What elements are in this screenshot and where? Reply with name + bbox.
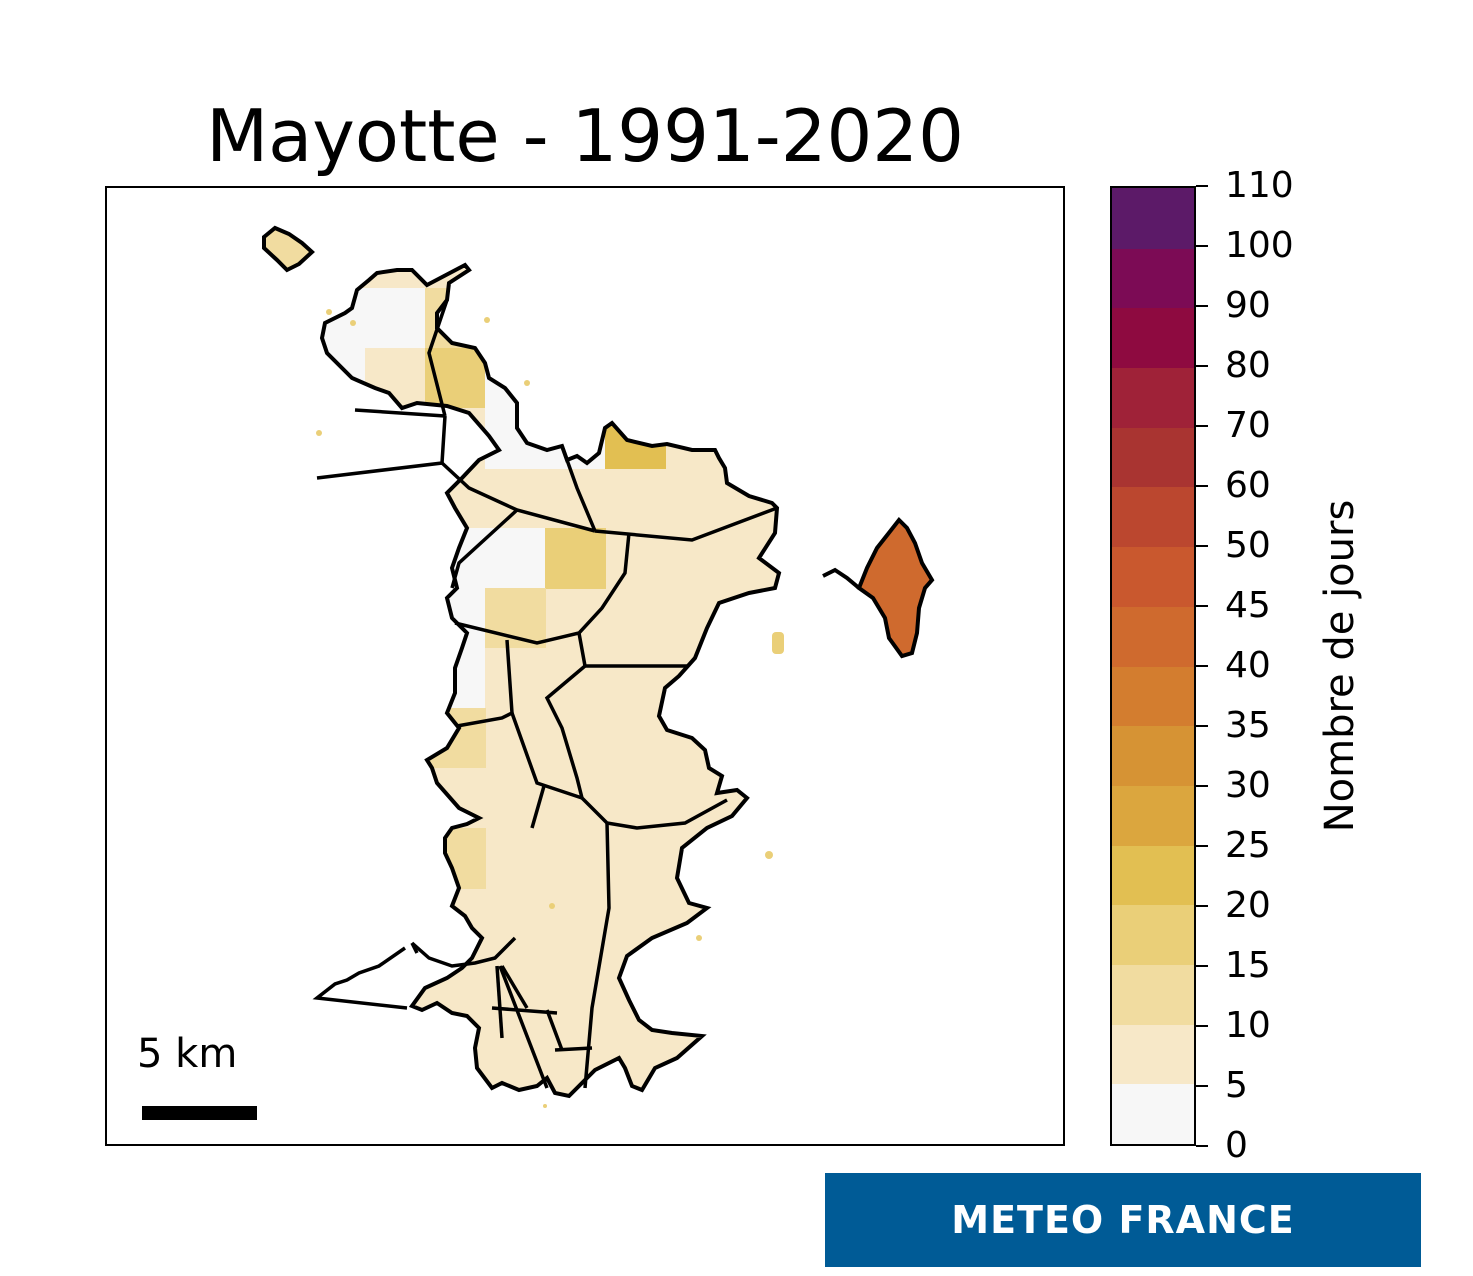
colorbar-segment <box>1112 248 1194 309</box>
colorbar-segment <box>1112 1024 1194 1085</box>
colorbar-segment <box>1112 486 1194 548</box>
colorbar-tick <box>1196 785 1208 787</box>
colorbar-segment <box>1112 307 1194 369</box>
colorbar-tick <box>1196 845 1208 847</box>
map-cell <box>365 528 426 589</box>
colorbar-label: Nombre de jours <box>1317 499 1363 833</box>
colorbar-tick <box>1196 245 1208 247</box>
colorbar-tick <box>1196 605 1208 607</box>
colorbar-tick-label: 60 <box>1225 465 1271 506</box>
colorbar-segment <box>1112 844 1194 906</box>
colorbar-tick-label: 25 <box>1225 825 1271 866</box>
map-cell <box>322 408 366 469</box>
map-cell <box>365 588 426 649</box>
colorbar-segment <box>1112 1083 1194 1144</box>
map-cell <box>322 588 366 649</box>
map-cell <box>605 348 666 409</box>
colorbar-segment <box>1112 188 1194 249</box>
colorbar-segment <box>1112 725 1194 786</box>
colorbar-tick-label: 15 <box>1225 945 1271 986</box>
colorbar-tick <box>1196 1145 1208 1147</box>
map-panel: 5 km <box>105 186 1065 1146</box>
colorbar-tick <box>1196 725 1208 727</box>
colorbar-tick <box>1196 305 1208 307</box>
map-cell <box>545 408 606 469</box>
colorbar-tick-label: 35 <box>1225 705 1271 746</box>
colorbar-tick <box>1196 665 1208 667</box>
map-cell <box>545 528 606 589</box>
colorbar-tick-label: 45 <box>1225 585 1271 626</box>
colorbar-tick <box>1196 185 1208 187</box>
colorbar-tick-label: 5 <box>1225 1065 1248 1106</box>
mayotte-map <box>262 225 934 1108</box>
colorbar-tick-label: 90 <box>1225 285 1271 326</box>
colorbar-tick-label: 40 <box>1225 645 1271 686</box>
colorbar-segment <box>1112 904 1194 965</box>
islet-north-west <box>262 225 315 273</box>
colorbar-tick-label: 50 <box>1225 525 1271 566</box>
colorbar-tick-label: 110 <box>1225 165 1294 206</box>
meteo-france-logo: METEO FRANCE <box>825 1173 1421 1267</box>
colorbar-tick-label: 70 <box>1225 405 1271 446</box>
colorbar-segment <box>1112 665 1194 727</box>
colorbar-tick <box>1196 965 1208 967</box>
map-cell <box>365 768 426 829</box>
main-island-fill <box>322 265 779 1096</box>
map-cell <box>322 708 366 769</box>
small-islets <box>316 309 784 1108</box>
map-cell <box>365 408 426 469</box>
commune-boundaries <box>312 299 778 1089</box>
colorbar-tick <box>1196 1025 1208 1027</box>
map-cell <box>485 648 546 709</box>
colorbar-tick <box>1196 1085 1208 1087</box>
map-cell <box>365 288 426 349</box>
map-cell <box>485 588 546 649</box>
map-cell <box>322 768 366 829</box>
map-cell <box>322 528 366 589</box>
colorbar-tick-label: 80 <box>1225 345 1271 386</box>
map-cell <box>322 648 366 709</box>
map-cell <box>365 648 426 709</box>
colorbar-tick-label: 10 <box>1225 1005 1271 1046</box>
map-cell <box>425 588 486 649</box>
map-cell <box>322 828 366 889</box>
map-cell <box>605 408 666 469</box>
colorbar-tick-label: 30 <box>1225 765 1271 806</box>
colorbar-tick-label: 100 <box>1225 225 1294 266</box>
colorbar-tick <box>1196 425 1208 427</box>
scale-label: 5 km <box>137 1031 238 1077</box>
colorbar-tick <box>1196 905 1208 907</box>
colorbar <box>1110 186 1196 1146</box>
colorbar-segment <box>1112 367 1194 428</box>
petite-terre-causeway <box>822 567 861 590</box>
colorbar-tick-label: 20 <box>1225 885 1271 926</box>
map-cell <box>485 528 546 589</box>
colorbar-segment <box>1112 785 1194 846</box>
scale-bar <box>142 1106 257 1120</box>
map-title: Mayotte - 1991-2020 <box>206 94 964 178</box>
colorbar-segment <box>1112 964 1194 1025</box>
colorbar-segment <box>1112 546 1194 607</box>
colorbar-tick-label: 0 <box>1225 1125 1248 1166</box>
colorbar-segment <box>1112 427 1194 488</box>
map-cell <box>425 708 486 769</box>
colorbar-tick <box>1196 485 1208 487</box>
map-cell <box>545 348 606 409</box>
map-cell <box>365 828 426 889</box>
map-cell <box>365 708 426 769</box>
colorbar-tick <box>1196 365 1208 367</box>
colorbar-segment <box>1112 606 1194 667</box>
colorbar-tick <box>1196 545 1208 547</box>
